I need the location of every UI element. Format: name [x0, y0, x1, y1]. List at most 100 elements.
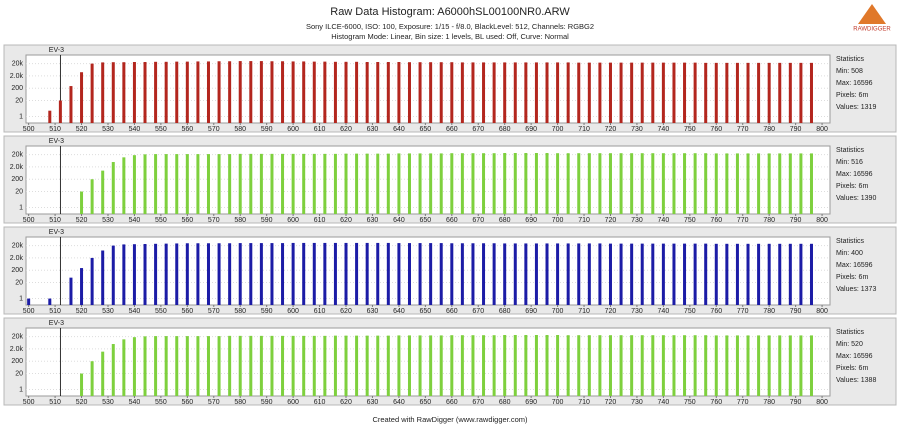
bar [281, 153, 285, 214]
x-tick-label: 600 [287, 126, 299, 133]
bar [259, 335, 263, 396]
subtitle: Histogram Mode: Linear, Bin size: 1 leve… [331, 32, 569, 41]
x-tick-label: 680 [499, 217, 511, 224]
bar [714, 62, 718, 123]
bar [206, 154, 210, 214]
x-tick-label: 750 [684, 126, 696, 133]
x-tick-label: 780 [763, 399, 775, 406]
bar [291, 153, 295, 214]
x-tick-label: 530 [102, 399, 114, 406]
bar [439, 243, 443, 305]
x-tick-label: 590 [261, 308, 273, 315]
bar [80, 191, 84, 214]
stats-line: Values: 1388 [836, 377, 876, 384]
bar [418, 62, 422, 123]
x-tick-label: 530 [102, 217, 114, 224]
bar [154, 154, 158, 214]
x-tick-label: 760 [710, 308, 722, 315]
x-tick-label: 790 [790, 399, 802, 406]
x-tick-label: 610 [314, 126, 326, 133]
bar [259, 61, 263, 123]
bar [143, 62, 147, 123]
bar [503, 153, 507, 214]
bar [270, 153, 274, 214]
x-tick-label: 600 [287, 217, 299, 224]
bar [439, 153, 443, 214]
x-tick-label: 680 [499, 308, 511, 315]
bar [365, 335, 369, 396]
stats-line: Max: 16596 [836, 353, 873, 360]
bar [471, 335, 475, 396]
x-tick-label: 540 [129, 217, 141, 224]
bar [355, 153, 359, 214]
bar [249, 335, 253, 396]
bar [704, 335, 708, 396]
x-tick-label: 750 [684, 399, 696, 406]
bar [154, 61, 158, 123]
bar [323, 335, 327, 396]
bar [397, 335, 401, 396]
plot-area [25, 54, 831, 124]
plot-area [25, 145, 831, 215]
bar [407, 335, 411, 396]
x-tick-label: 610 [314, 217, 326, 224]
x-tick-label: 580 [234, 126, 246, 133]
bar [577, 243, 581, 305]
bar [556, 243, 560, 305]
bar [735, 243, 739, 305]
logo: RAWDIGGER [853, 4, 891, 33]
x-tick-label: 660 [446, 217, 458, 224]
x-tick-label: 590 [261, 399, 273, 406]
bar [651, 62, 655, 123]
bar [122, 157, 126, 214]
bar [767, 62, 771, 123]
x-tick-label: 760 [710, 217, 722, 224]
y-tick-label: 200 [11, 267, 23, 274]
bar [312, 153, 316, 214]
bar [249, 153, 253, 214]
x-tick-label: 650 [420, 126, 432, 133]
y-tick-label: 20k [12, 151, 24, 158]
bar [206, 243, 210, 305]
x-tick-label: 530 [102, 308, 114, 315]
stats-line: Max: 16596 [836, 262, 873, 269]
bar [48, 110, 52, 123]
bar [799, 62, 803, 123]
bar [778, 153, 782, 214]
bar [534, 243, 538, 305]
y-tick-label: 20 [15, 188, 23, 195]
x-tick-label: 600 [287, 399, 299, 406]
bar [788, 153, 792, 214]
x-tick-label: 570 [208, 308, 220, 315]
bar [143, 154, 147, 214]
bar [407, 243, 411, 305]
bar [217, 336, 221, 396]
bar [143, 244, 147, 305]
x-tick-label: 800 [816, 399, 828, 406]
bar [566, 335, 570, 396]
stats-line: Min: 508 [836, 68, 863, 75]
bar [545, 243, 549, 305]
bar [164, 154, 168, 214]
bar [196, 61, 200, 123]
y-tick-label: 2.0k [10, 164, 24, 171]
x-tick-label: 500 [23, 217, 35, 224]
bar [767, 335, 771, 396]
y-tick-label: 20k [12, 333, 24, 340]
bar [714, 153, 718, 214]
bar [365, 153, 369, 214]
x-tick-label: 620 [340, 126, 352, 133]
bar [291, 242, 295, 305]
bar [640, 335, 644, 396]
bar [735, 62, 739, 123]
x-tick-label: 730 [631, 217, 643, 224]
bar [587, 243, 591, 305]
bar [132, 337, 136, 396]
bar [672, 243, 676, 305]
y-tick-label: 2.0k [10, 73, 24, 80]
x-tick-label: 570 [208, 126, 220, 133]
bar [503, 335, 507, 396]
bar [344, 335, 348, 396]
x-tick-label: 650 [420, 217, 432, 224]
x-tick-label: 580 [234, 217, 246, 224]
